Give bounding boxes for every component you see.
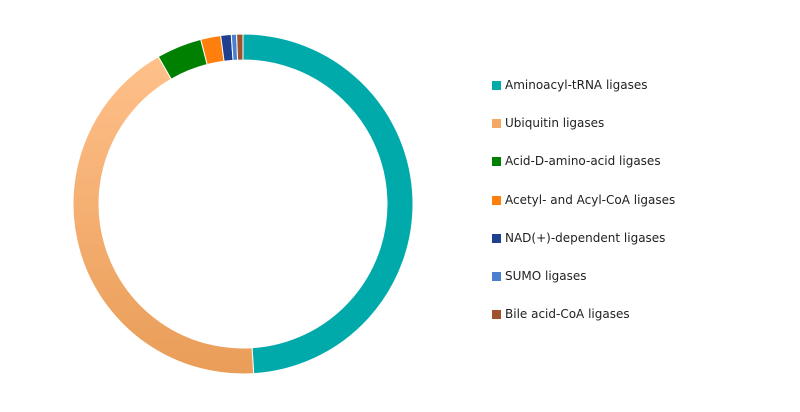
legend-item: Ubiquitin ligases [492, 114, 782, 133]
legend-label: Acetyl- and Acyl-CoA ligases [505, 192, 676, 207]
donut-slice-ubiquitin-ligases [72, 55, 255, 375]
legend: Aminoacyl-tRNA ligases Ubiquitin ligases A… [492, 76, 782, 343]
legend-swatch [492, 119, 501, 129]
legend-swatch [492, 81, 501, 90]
legend-item: Acid-D-amino-acid ligases [492, 152, 782, 171]
legend-swatch [492, 233, 501, 243]
legend-label: Ubiquitin ligases [505, 116, 605, 131]
legend-item: NAD(+)-dependent ligases [492, 229, 782, 248]
donut-slice-aminoacyl-trna-ligases [242, 33, 414, 375]
legend-label: SUMO ligases [505, 268, 587, 283]
legend-item: Bile acid-CoA ligases [492, 305, 782, 324]
donut-slices [72, 33, 414, 375]
legend-swatch [492, 310, 501, 320]
legend-item: Aminoacyl-tRNA ligases [492, 76, 782, 95]
legend-label: Aminoacyl-tRNA ligases [505, 78, 648, 92]
donut-slice-bile-acid-coa-ligases [236, 33, 244, 61]
legend-item: SUMO ligases [492, 267, 782, 286]
legend-item: Acetyl- and Acyl-CoA ligases [492, 191, 782, 210]
legend-swatch [492, 195, 501, 205]
legend-label: Bile acid-CoA ligases [505, 307, 630, 322]
legend-label: NAD(+)-dependent ligases [505, 230, 666, 245]
legend-label: Acid-D-amino-acid ligases [505, 154, 661, 169]
legend-swatch [492, 271, 501, 281]
legend-swatch [492, 157, 501, 167]
